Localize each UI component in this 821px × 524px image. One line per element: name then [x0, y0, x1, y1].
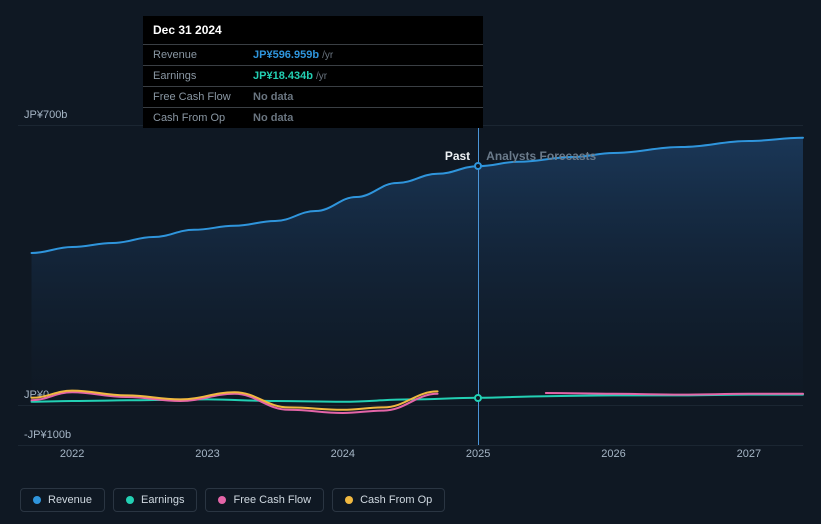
plot-area: Past Analysts Forecasts	[18, 125, 803, 445]
tooltip: Dec 31 2024 RevenueJP¥596.959b/yrEarning…	[143, 16, 483, 128]
chart-svg	[18, 125, 803, 445]
tooltip-key: Revenue	[153, 49, 253, 61]
tooltip-row: EarningsJP¥18.434b/yr	[143, 65, 483, 86]
x-tick-label: 2027	[737, 448, 761, 460]
legend-label: Cash From Op	[360, 494, 432, 506]
legend-dot	[345, 496, 353, 504]
tooltip-row: Cash From OpNo data	[143, 107, 483, 128]
tooltip-value: JP¥18.434b	[253, 70, 313, 82]
tooltip-row: Free Cash FlowNo data	[143, 86, 483, 107]
tooltip-value: JP¥596.959b	[253, 49, 319, 61]
forecast-label: Analysts Forecasts	[486, 149, 596, 163]
legend-item-free-cash-flow[interactable]: Free Cash Flow	[205, 488, 324, 512]
x-tick-label: 2026	[601, 448, 625, 460]
y-tick-label: JP¥700b	[24, 109, 67, 121]
tooltip-unit: /yr	[316, 71, 327, 82]
legend-label: Revenue	[48, 494, 92, 506]
legend-label: Free Cash Flow	[233, 494, 311, 506]
x-tick-label: 2022	[60, 448, 84, 460]
tooltip-key: Free Cash Flow	[153, 91, 253, 103]
legend-item-earnings[interactable]: Earnings	[113, 488, 197, 512]
legend: Revenue Earnings Free Cash Flow Cash From O…	[20, 488, 445, 512]
past-label: Past	[445, 149, 470, 163]
tooltip-key: Earnings	[153, 70, 253, 82]
legend-label: Earnings	[141, 494, 184, 506]
tooltip-value: No data	[253, 91, 293, 103]
legend-item-cash-from-op[interactable]: Cash From Op	[332, 488, 445, 512]
x-tick-label: 2025	[466, 448, 490, 460]
marker-earnings	[474, 394, 482, 402]
x-tick-label: 2024	[331, 448, 355, 460]
tooltip-key: Cash From Op	[153, 112, 253, 124]
x-axis: 2022 2023 2024 2025 2026 2027	[18, 448, 803, 468]
tooltip-row: RevenueJP¥596.959b/yr	[143, 44, 483, 65]
tooltip-value: No data	[253, 112, 293, 124]
legend-dot	[126, 496, 134, 504]
x-tick-label: 2023	[195, 448, 219, 460]
gridline	[18, 445, 803, 446]
tooltip-unit: /yr	[322, 50, 333, 61]
tooltip-date: Dec 31 2024	[143, 16, 483, 44]
legend-dot	[33, 496, 41, 504]
marker-revenue	[474, 162, 482, 170]
legend-item-revenue[interactable]: Revenue	[20, 488, 105, 512]
legend-dot	[218, 496, 226, 504]
